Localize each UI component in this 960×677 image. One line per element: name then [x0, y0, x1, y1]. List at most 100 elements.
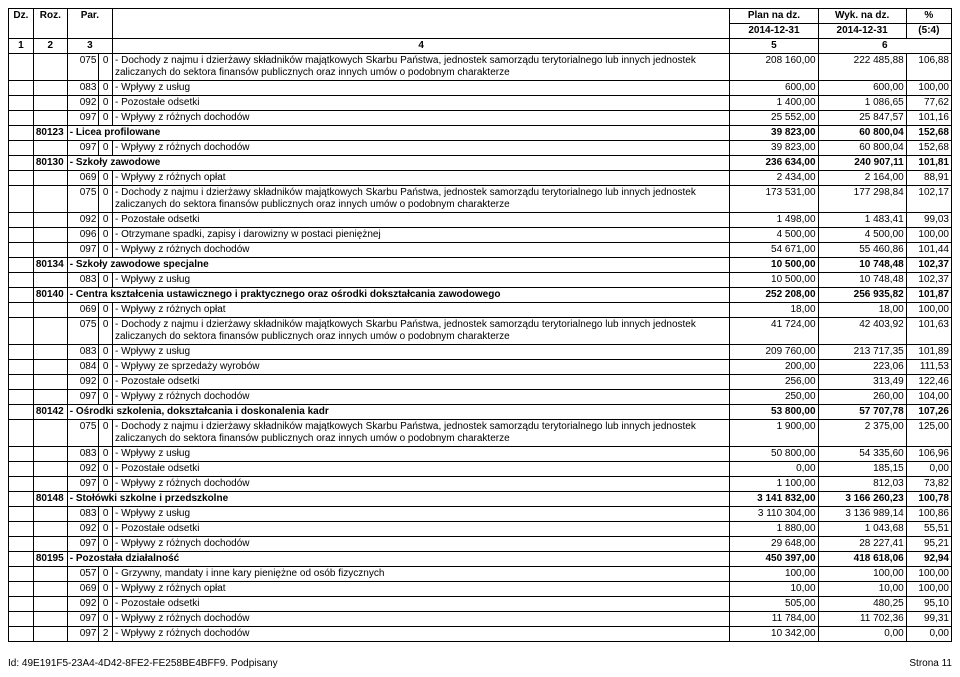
cell-pct: 0,00 — [906, 462, 951, 477]
table-row: 0972- Wpływy z różnych dochodów10 342,00… — [9, 627, 952, 642]
cell-roz — [33, 171, 67, 186]
cell-par: 069 — [67, 171, 99, 186]
cell-roz — [33, 537, 67, 552]
cell-plan: 0,00 — [730, 462, 818, 477]
cell-wyk: 42 403,92 — [818, 318, 906, 345]
cell-plan: 50 800,00 — [730, 447, 818, 462]
cell-roz — [33, 567, 67, 582]
cell-dz — [9, 126, 34, 141]
cell-par: 069 — [67, 303, 99, 318]
cell-sub: 0 — [99, 213, 113, 228]
cell-dz — [9, 375, 34, 390]
cell-sub: 0 — [99, 228, 113, 243]
cell-desc: - Wpływy z usług — [113, 507, 730, 522]
hdr-dz: Dz. — [9, 9, 34, 39]
cell-plan: 209 760,00 — [730, 345, 818, 360]
cell-wyk: 223,06 — [818, 360, 906, 375]
cell-pct: 104,00 — [906, 390, 951, 405]
cell-plan: 29 648,00 — [730, 537, 818, 552]
hdr-plan-2: 2014-12-31 — [730, 24, 818, 39]
cell-dz — [9, 360, 34, 375]
cell-pct: 106,88 — [906, 54, 951, 81]
cell-sub: 0 — [99, 186, 113, 213]
cell-pct: 100,00 — [906, 303, 951, 318]
cell-sub: 0 — [99, 375, 113, 390]
cell-wyk: 28 227,41 — [818, 537, 906, 552]
cell-dz — [9, 258, 34, 273]
cell-pct: 88,91 — [906, 171, 951, 186]
cell-roz: 80134 — [33, 258, 67, 273]
cell-desc: - Szkoły zawodowe specjalne — [67, 258, 730, 273]
table-row: 0960- Otrzymane spadki, zapisy i darowiz… — [9, 228, 952, 243]
table-row: 0920- Pozostałe odsetki256,00313,49122,4… — [9, 375, 952, 390]
cell-roz — [33, 141, 67, 156]
cell-pct: 107,26 — [906, 405, 951, 420]
cell-dz — [9, 582, 34, 597]
cell-par: 097 — [67, 627, 99, 642]
cell-par: 084 — [67, 360, 99, 375]
cell-plan: 54 671,00 — [730, 243, 818, 258]
table-row: 80140- Centra kształcenia ustawicznego i… — [9, 288, 952, 303]
cell-desc: - Dochody z najmu i dzierżawy składników… — [113, 54, 730, 81]
cell-par: 075 — [67, 186, 99, 213]
cell-dz — [9, 111, 34, 126]
cell-dz — [9, 627, 34, 642]
cell-plan: 11 784,00 — [730, 612, 818, 627]
cell-sub: 0 — [99, 582, 113, 597]
cell-wyk: 11 702,36 — [818, 612, 906, 627]
cell-dz — [9, 507, 34, 522]
cell-roz — [33, 522, 67, 537]
table-body: 0750- Dochody z najmu i dzierżawy składn… — [9, 54, 952, 642]
cell-plan: 2 434,00 — [730, 171, 818, 186]
cell-par: 069 — [67, 582, 99, 597]
cell-plan: 1 880,00 — [730, 522, 818, 537]
cell-roz — [33, 54, 67, 81]
cell-desc: - Wpływy ze sprzedaży wyrobów — [113, 360, 730, 375]
cell-desc: - Otrzymane spadki, zapisy i darowizny w… — [113, 228, 730, 243]
cell-wyk: 600,00 — [818, 81, 906, 96]
table-row: 0690- Wpływy z różnych opłat18,0018,0010… — [9, 303, 952, 318]
cell-par: 092 — [67, 375, 99, 390]
cell-par: 097 — [67, 111, 99, 126]
table-row: 0830- Wpływy z usług209 760,00213 717,35… — [9, 345, 952, 360]
cell-roz — [33, 507, 67, 522]
cell-roz — [33, 597, 67, 612]
cell-roz — [33, 318, 67, 345]
cell-wyk: 185,15 — [818, 462, 906, 477]
table-row: 0970- Wpływy z różnych dochodów25 552,00… — [9, 111, 952, 126]
cell-wyk: 10,00 — [818, 582, 906, 597]
cell-pct: 102,37 — [906, 273, 951, 288]
cell-plan: 173 531,00 — [730, 186, 818, 213]
cell-pct: 100,00 — [906, 228, 951, 243]
cell-sub: 0 — [99, 81, 113, 96]
cell-sub: 0 — [99, 54, 113, 81]
cell-plan: 25 552,00 — [730, 111, 818, 126]
cell-plan: 3 141 832,00 — [730, 492, 818, 507]
cell-wyk: 418 618,06 — [818, 552, 906, 567]
cell-dz — [9, 81, 34, 96]
cell-pct: 100,78 — [906, 492, 951, 507]
cell-dz — [9, 303, 34, 318]
cell-roz — [33, 243, 67, 258]
cell-wyk: 10 748,48 — [818, 273, 906, 288]
cell-roz — [33, 477, 67, 492]
table-row: 80148- Stołówki szkolne i przedszkolne3 … — [9, 492, 952, 507]
cell-sub: 0 — [99, 462, 113, 477]
cell-sub: 0 — [99, 612, 113, 627]
cell-desc: - Centra kształcenia ustawicznego i prak… — [67, 288, 730, 303]
cell-pct: 99,31 — [906, 612, 951, 627]
header-row-nums: 1 2 3 4 5 6 — [9, 39, 952, 54]
cell-dz — [9, 492, 34, 507]
cell-par: 083 — [67, 507, 99, 522]
cell-par: 096 — [67, 228, 99, 243]
table-row: 0970- Wpływy z różnych dochodów11 784,00… — [9, 612, 952, 627]
cell-sub: 0 — [99, 141, 113, 156]
cell-dz — [9, 228, 34, 243]
cell-pct: 111,53 — [906, 360, 951, 375]
cell-roz — [33, 420, 67, 447]
table-row: 0830- Wpływy z usług600,00600,00100,00 — [9, 81, 952, 96]
cell-sub: 0 — [99, 597, 113, 612]
cell-dz — [9, 390, 34, 405]
table-row: 80123- Licea profilowane39 823,0060 800,… — [9, 126, 952, 141]
cell-dz — [9, 213, 34, 228]
